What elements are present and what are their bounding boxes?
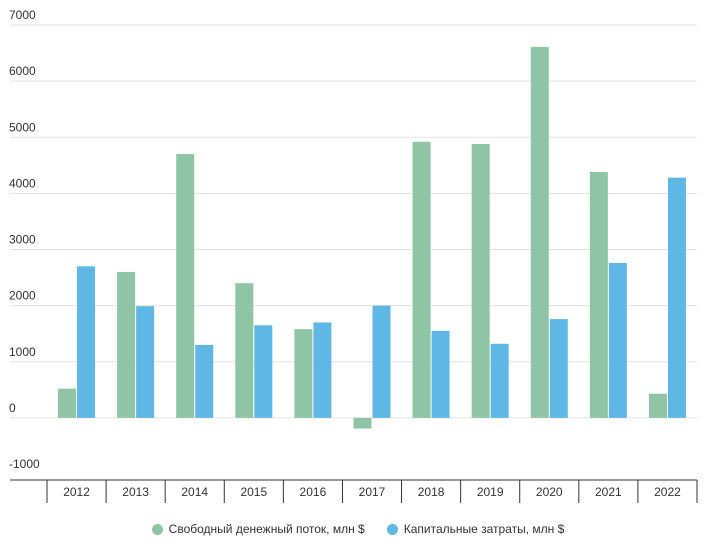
bar-series-1-2021 <box>589 172 608 418</box>
x-tick-label: 2012 <box>63 485 90 499</box>
x-tick-label: 2022 <box>654 485 681 499</box>
y-tick-label: 5000 <box>9 120 36 134</box>
bar-series-2-2012 <box>77 266 96 418</box>
x-tick-label: 2018 <box>418 485 445 499</box>
bar-series-1-2019 <box>471 143 490 418</box>
bar-series-1-2014 <box>176 154 195 418</box>
legend-item-free-cash-flow: Свободный денежный поток, млн $ <box>151 522 365 536</box>
x-tick-label: 2021 <box>595 485 622 499</box>
bar-series-2-2020 <box>549 319 568 418</box>
legend-swatch-capex <box>386 523 398 535</box>
x-tick-label: 2017 <box>359 485 386 499</box>
bar-series-1-2020 <box>530 46 549 418</box>
bar-series-1-2013 <box>117 271 136 418</box>
bar-series-2-2021 <box>608 262 627 418</box>
y-tick-label: 1000 <box>9 345 36 359</box>
bar-series-2-2017 <box>372 305 391 418</box>
legend-swatch-free-cash-flow <box>151 523 163 535</box>
bar-series-1-2012 <box>58 388 77 418</box>
bar-series-2-2014 <box>195 344 214 418</box>
bar-series-2-2019 <box>490 343 509 418</box>
bar-series-1-2015 <box>235 283 254 418</box>
bar-series-1-2022 <box>648 393 667 418</box>
legend-item-capex: Капитальные затраты, млн $ <box>386 522 565 536</box>
bar-series-2-2022 <box>667 177 686 418</box>
bar-series-2-2018 <box>431 330 450 418</box>
bar-series-1-2017 <box>353 417 372 429</box>
bar-series-2-2016 <box>313 322 332 418</box>
y-tick-label: 6000 <box>9 64 36 78</box>
legend-label-capex: Капитальные затраты, млн $ <box>403 522 565 536</box>
legend: Свободный денежный поток, млн $ Капиталь… <box>0 519 716 539</box>
x-tick-label: 2015 <box>240 485 267 499</box>
bar-series-2-2013 <box>136 306 155 418</box>
x-tick-label: 2013 <box>122 485 149 499</box>
y-tick-label: 0 <box>9 401 16 415</box>
y-tick-label: 2000 <box>9 289 36 303</box>
bar-series-1-2018 <box>412 141 431 418</box>
y-tick-label: 4000 <box>9 176 36 190</box>
x-axis: 2012 2013 2014 2015 2016 2017 2018 2019 2020 2021… <box>10 479 698 503</box>
y-tick-label: -1000 <box>9 457 40 471</box>
bar-series-1-2016 <box>294 329 313 418</box>
x-tick-label: 2019 <box>477 485 504 499</box>
x-tick-label: 2020 <box>536 485 563 499</box>
y-axis-tick-labels: 7000 6000 5000 4000 3000 2000 1000 0 -1000 <box>9 8 40 471</box>
legend-label-free-cash-flow: Свободный денежный поток, млн $ <box>168 522 365 536</box>
x-tick-label: 2014 <box>181 485 208 499</box>
y-tick-label: 3000 <box>9 233 36 247</box>
bars <box>58 46 686 429</box>
bar-series-2-2015 <box>254 325 273 418</box>
x-tick-label: 2016 <box>300 485 327 499</box>
y-tick-label: 7000 <box>9 8 36 22</box>
